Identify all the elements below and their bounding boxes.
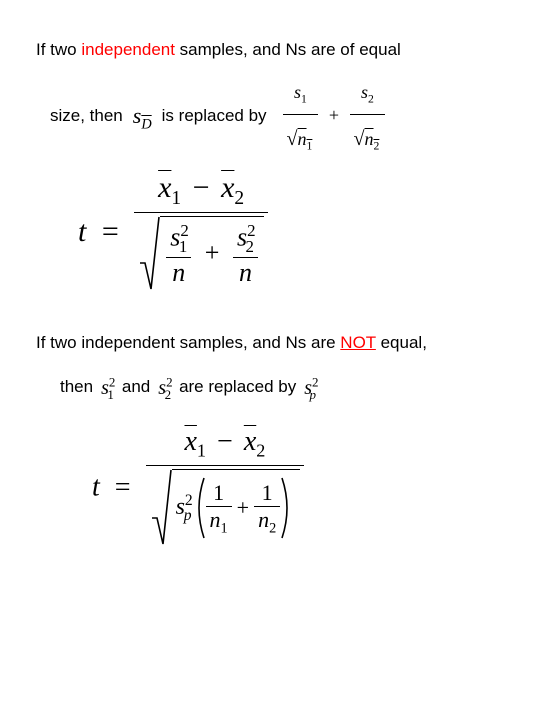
inline-math-replacement1: s1 √n1 + s2 √n2	[283, 71, 386, 163]
frac-eq2: x1 − x2 s2p 1	[146, 424, 305, 555]
rparen-icon	[280, 476, 294, 540]
paragraph-1: If two independent samples, and Ns are o…	[36, 30, 504, 163]
p2-t3: then	[60, 367, 93, 408]
p1-t4: is replaced by	[162, 96, 267, 137]
inline-math-spsq: s2p	[304, 364, 316, 412]
p2-t1: If two independent samples, and Ns are	[36, 333, 340, 352]
p1-t2: samples, and Ns are of equal	[175, 40, 401, 59]
p2-t2: equal,	[376, 333, 427, 352]
lparen-icon	[192, 476, 206, 540]
sym-Dbar: D	[141, 117, 151, 133]
radical-icon	[138, 215, 160, 291]
slide-page: If two independent samples, and Ns are o…	[0, 0, 540, 574]
frac-s1-sqrtn1: s1 √n1	[283, 71, 319, 163]
inline-math-s2sq: s22	[158, 364, 171, 412]
p2-not: NOT	[340, 333, 376, 352]
p2-t5: are replaced by	[179, 367, 296, 408]
p1-t1: If two	[36, 40, 81, 59]
p2-line2: then s21 and s22 are replaced by s2p	[60, 364, 504, 412]
equation-1: t = x1 − x2 s21 n	[78, 169, 504, 299]
inline-math-sDbar: sD	[133, 90, 152, 143]
p1-independent: independent	[81, 40, 175, 59]
inline-math-s1sq: s21	[101, 364, 114, 412]
paragraph-2: If two independent samples, and Ns are N…	[36, 323, 504, 412]
sym-t: t	[78, 215, 86, 248]
p1-t3: size, then	[50, 96, 123, 137]
frac-eq1: x1 − x2 s21 n +	[134, 169, 268, 299]
frac-s2-sqrtn2: s2 √n2	[350, 71, 386, 163]
p2-t4: and	[122, 367, 150, 408]
p2-line1: If two independent samples, and Ns are N…	[36, 323, 504, 364]
radical-icon	[150, 468, 172, 546]
equation-2: t = x1 − x2 s2p	[92, 424, 504, 555]
p1-line2: size, then sD is replaced by s1 √n1 + s2…	[50, 71, 504, 163]
p1-line1: If two independent samples, and Ns are o…	[36, 30, 504, 71]
